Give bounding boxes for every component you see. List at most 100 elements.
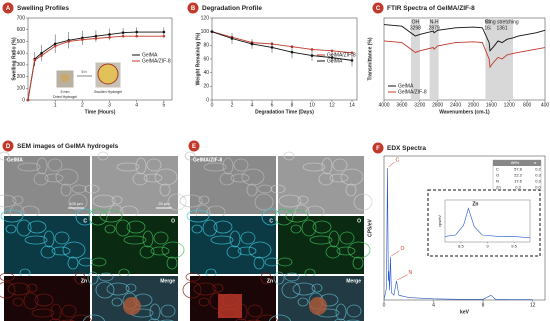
channel-label: Merge: [160, 278, 175, 284]
texture: [55, 168, 79, 186]
table-header: Wt%: [511, 160, 520, 165]
x-tick-label: 5: [162, 102, 165, 108]
texture: [278, 194, 302, 208]
panel-letter: E: [192, 144, 196, 150]
y-tick-label: 200: [17, 74, 26, 80]
texture: [219, 172, 235, 186]
micrograph: [92, 216, 178, 274]
texture: [43, 230, 55, 248]
data-point: [94, 34, 98, 38]
texture: [47, 158, 63, 172]
texture: [329, 173, 349, 183]
texture: [161, 241, 185, 259]
series-line: [211, 31, 353, 54]
texture: [106, 282, 130, 296]
texture: [284, 272, 300, 282]
x-tick-label: 400: [541, 102, 550, 108]
texture: [198, 297, 210, 307]
texture: [84, 184, 100, 194]
texture: [116, 162, 140, 172]
panel-title: EDX Spectra: [387, 145, 426, 152]
texture: [12, 195, 24, 205]
table-header: σ: [534, 160, 537, 165]
panel-letter: D: [6, 144, 11, 150]
texture: [179, 194, 203, 208]
band-value: 3298: [410, 25, 421, 31]
texture: [0, 194, 17, 208]
table-cell: N: [496, 179, 499, 184]
texture: [153, 231, 169, 245]
table-cell: 0.3: [515, 185, 521, 190]
texture: [0, 151, 10, 161]
data-point: [162, 30, 166, 34]
x-tick-label: 2: [231, 102, 234, 108]
table-cell: 0.3: [535, 173, 541, 178]
inset-caption: 5 mm: [61, 90, 70, 94]
texture: [16, 219, 32, 237]
texture: [321, 157, 333, 175]
texture: [210, 235, 234, 245]
y-tick-label: 40: [203, 70, 209, 76]
panel-badge: [2, 140, 14, 152]
inset-caption: Dried Hydrogel: [53, 95, 77, 99]
x-tick-label: 4: [135, 102, 138, 108]
table-head: [493, 160, 541, 166]
texture: [149, 303, 161, 321]
band-label: OH: [412, 19, 420, 25]
panel-letter: A: [6, 6, 11, 12]
texture: [135, 157, 147, 175]
texture: [253, 256, 265, 270]
inset-label: Zn: [472, 202, 478, 208]
texture: [68, 193, 88, 211]
data-point: [210, 30, 214, 33]
sample-label: GelMA/ZIF-8: [193, 157, 222, 163]
texture: [241, 168, 265, 186]
band-value: 2879: [429, 25, 440, 31]
texture: [247, 319, 261, 321]
texture: [160, 304, 176, 318]
x-axis-label: Wavenumbers (cm-1): [439, 109, 490, 115]
texture: [346, 304, 362, 318]
data-point: [81, 38, 84, 41]
texture: [17, 162, 41, 172]
inset-x-tick-label: 9: [486, 244, 489, 249]
texture: [123, 235, 147, 245]
y-tick-label: 500: [17, 39, 26, 45]
texture: [347, 241, 371, 259]
data-point: [330, 56, 334, 59]
data-point: [290, 50, 294, 54]
texture: [61, 304, 77, 318]
texture: [132, 172, 148, 186]
y-tick-label: 600: [17, 27, 26, 33]
x-tick-label: 3200: [414, 102, 425, 108]
panel-letter: B: [191, 6, 196, 12]
texture: [237, 246, 257, 256]
x-tick-label: 10: [309, 102, 315, 108]
data-point: [53, 44, 57, 48]
texture: [160, 319, 174, 321]
texture: [339, 231, 355, 245]
texture: [186, 209, 210, 223]
texture: [222, 157, 234, 175]
panel-badge: [2, 2, 14, 14]
peak-label: N: [409, 270, 413, 276]
inset-y-label: cps/eV: [437, 215, 442, 228]
inset-caption: Swollen Hydrogel: [94, 90, 122, 94]
y-tick-label: 120: [201, 15, 210, 21]
y-tick-label: 400: [17, 50, 26, 56]
texture: [92, 194, 116, 208]
swollen-gel: [97, 63, 119, 85]
x-tick-label: 3: [108, 102, 111, 108]
texture: [255, 314, 279, 321]
series-line: [211, 31, 353, 61]
texture: [273, 271, 285, 285]
panel-letter: C: [376, 6, 381, 12]
texture: [226, 245, 242, 259]
series-line: [383, 167, 533, 301]
texture: [335, 303, 347, 321]
band-value: 1361: [496, 25, 507, 31]
texture: [246, 183, 258, 197]
texture: [297, 297, 309, 307]
panel-badge: [372, 2, 384, 14]
